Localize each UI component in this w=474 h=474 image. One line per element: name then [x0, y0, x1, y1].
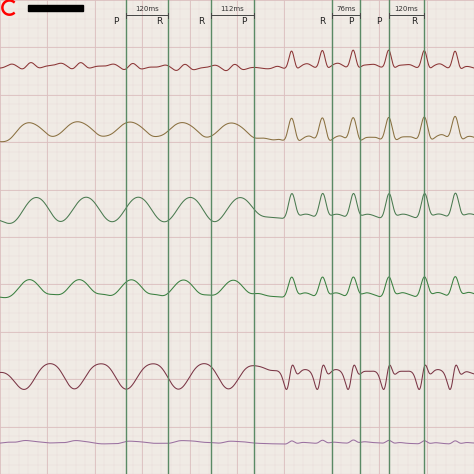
- Text: P: P: [113, 17, 119, 26]
- Text: R: R: [198, 17, 205, 26]
- Text: 112ms: 112ms: [220, 6, 244, 12]
- Text: R: R: [319, 17, 326, 26]
- FancyBboxPatch shape: [28, 5, 83, 11]
- Text: 120ms: 120ms: [394, 6, 419, 12]
- Text: R: R: [155, 17, 162, 26]
- Text: P: P: [348, 17, 354, 26]
- Text: 120ms: 120ms: [135, 6, 159, 12]
- Text: P: P: [241, 17, 247, 26]
- Text: R: R: [411, 17, 418, 26]
- Text: 76ms: 76ms: [337, 6, 356, 12]
- Text: P: P: [376, 17, 382, 26]
